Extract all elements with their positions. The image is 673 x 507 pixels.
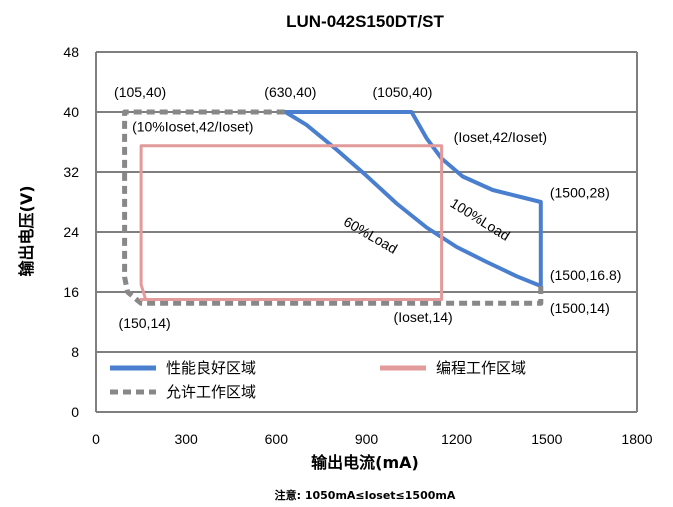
annotation-label: (1050,40) (373, 84, 433, 100)
series-line-3 (139, 144, 444, 301)
annotation-label: (1500,28) (550, 185, 610, 201)
annotation-label: (Ioset,42/Ioset) (454, 129, 547, 145)
annotation-label: (1500,16.8) (550, 267, 622, 283)
x-tick-label: 300 (174, 431, 198, 447)
x-tick-label: 0 (92, 431, 100, 447)
annotation-label: 60%Load (341, 213, 400, 256)
legend-label-2: 允许工作区域 (166, 383, 256, 401)
annotation-label: 100%Load (448, 195, 513, 244)
x-tick-label: 1200 (441, 431, 472, 447)
series-lines (122, 109, 544, 306)
annotation-label: (Ioset,14) (394, 309, 453, 325)
x-tick-label: 1800 (621, 431, 652, 447)
tick-labels: 0 8 16 24 32 40 48 0 300 600 900 1200 1500 1800 (63, 44, 652, 447)
y-axis-title: 输出电压(V) (17, 185, 36, 276)
annotations: (105,40) (630,40) (1050,40) (10%Ioset,42/Io… (114, 84, 621, 331)
axes (95, 52, 638, 413)
series-line-1 (283, 110, 543, 288)
annotation-label: (105,40) (114, 84, 166, 100)
y-tick-label: 40 (63, 104, 79, 120)
annotation-label: (630,40) (264, 84, 316, 100)
legend-label-1: 性能良好区域 (166, 359, 256, 377)
y-tick-label: 0 (71, 404, 79, 420)
y-tick-label: 8 (71, 344, 79, 360)
legend-label-3: 编程工作区域 (436, 359, 526, 377)
annotation-label: (10%Ioset,42/Ioset) (132, 119, 253, 135)
series-line-2 (122, 109, 544, 306)
y-tick-label: 48 (63, 44, 79, 60)
note-text: 注意: 1050mA≤Ioset≤1500mA (275, 488, 456, 502)
annotation-label: (150,14) (119, 315, 171, 331)
x-tick-label: 900 (355, 431, 379, 447)
x-axis-title: 输出电流(mA) (311, 453, 419, 472)
y-tick-label: 32 (63, 164, 79, 180)
x-tick-label: 1500 (531, 431, 562, 447)
y-tick-label: 24 (63, 224, 79, 240)
x-tick-label: 600 (265, 431, 289, 447)
chart-title: LUN-042S150DT/ST (286, 12, 444, 31)
y-tick-label: 16 (63, 284, 79, 300)
annotation-label: (1500,14) (550, 300, 610, 316)
